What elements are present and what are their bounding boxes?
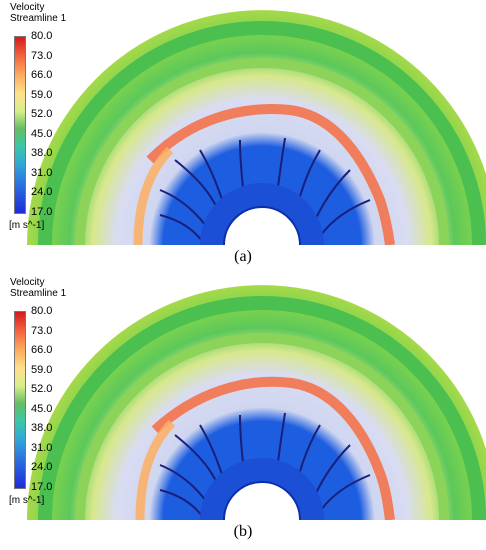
hub-edge bbox=[223, 206, 301, 245]
units-label: [m s^-1] bbox=[9, 220, 45, 231]
tick-label: 17.0 bbox=[31, 481, 53, 493]
tick-label: 17.0 bbox=[31, 206, 53, 218]
legend-title: Velocity bbox=[10, 2, 45, 13]
panel-a: Velocity Streamline 1 80.0 73.0 66.0 59.… bbox=[0, 0, 486, 265]
hub bbox=[200, 183, 324, 245]
hub bbox=[200, 458, 324, 520]
outer-ring-band bbox=[38, 21, 486, 245]
tick-label: 66.0 bbox=[31, 69, 53, 81]
legend-title: Velocity bbox=[10, 277, 45, 288]
tick-label: 59.0 bbox=[31, 89, 53, 101]
outer-ring-band bbox=[38, 296, 486, 520]
tick-label: 52.0 bbox=[31, 108, 53, 120]
tick-label: 24.0 bbox=[31, 186, 53, 198]
high-velocity-band-2 bbox=[133, 146, 174, 245]
tick-label: 31.0 bbox=[31, 167, 53, 179]
colorbar bbox=[14, 36, 26, 214]
high-velocity-band bbox=[151, 376, 395, 520]
tick-label: 24.0 bbox=[31, 461, 53, 473]
caption: (b) bbox=[233, 523, 253, 540]
tick-label: 45.0 bbox=[31, 403, 53, 415]
velocity-contour-plot-a bbox=[27, 10, 486, 245]
tick-label: 52.0 bbox=[31, 383, 53, 395]
tick-label: 73.0 bbox=[31, 50, 53, 62]
tick-label: 45.0 bbox=[31, 128, 53, 140]
high-velocity-band bbox=[146, 104, 395, 245]
velocity-contour-plot-b bbox=[27, 285, 486, 520]
colorbar bbox=[14, 311, 26, 489]
tick-label: 73.0 bbox=[31, 325, 53, 337]
caption: (a) bbox=[234, 248, 252, 265]
units-label: [m s^-1] bbox=[9, 495, 45, 506]
inner-ring-band bbox=[75, 333, 449, 520]
tick-label: 38.0 bbox=[31, 147, 53, 159]
legend-subtitle: Streamline 1 bbox=[10, 288, 67, 299]
high-velocity-band-2 bbox=[135, 419, 176, 520]
tick-label: 38.0 bbox=[31, 422, 53, 434]
panel-b: Velocity Streamline 1 80.0 73.0 66.0 59.… bbox=[0, 275, 486, 540]
tick-label: 80.0 bbox=[31, 30, 53, 42]
hub-edge bbox=[223, 481, 301, 520]
inner-ring-band bbox=[75, 58, 449, 245]
legend-subtitle: Streamline 1 bbox=[10, 13, 67, 24]
tick-label: 59.0 bbox=[31, 364, 53, 376]
tick-label: 80.0 bbox=[31, 305, 53, 317]
tick-label: 66.0 bbox=[31, 344, 53, 356]
tick-label: 31.0 bbox=[31, 442, 53, 454]
